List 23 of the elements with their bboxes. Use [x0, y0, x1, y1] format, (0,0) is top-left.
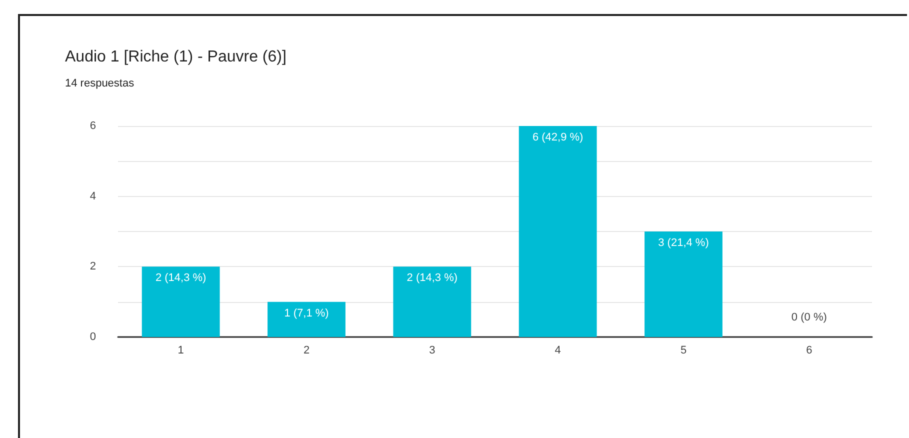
bar	[518, 126, 597, 337]
x-tick-label: 6	[806, 344, 812, 356]
x-tick-label: 5	[680, 344, 687, 356]
x-tick-label: 1	[178, 344, 184, 356]
bar	[393, 266, 472, 337]
x-tick-label: 4	[554, 344, 561, 356]
data-label: 6 (42,9 %)	[532, 132, 584, 144]
bar	[142, 266, 220, 337]
x-tick-label: 2	[303, 344, 310, 356]
y-tick-label: 6	[90, 120, 96, 132]
data-label: 0 (0 %)	[791, 312, 827, 324]
data-label: 2 (14,3 %)	[406, 272, 458, 284]
y-tick-label: 0	[90, 331, 96, 343]
bar	[268, 302, 346, 337]
y-tick-label: 4	[90, 190, 96, 202]
x-tick-label: 3	[429, 344, 436, 356]
data-label: 3 (21,4 %)	[658, 237, 709, 249]
data-label: 1 (7,1 %)	[284, 307, 329, 320]
bar	[644, 232, 722, 337]
chart-title: Audio 1 [Riche (1) - Pauvre (6)]	[65, 48, 286, 66]
y-tick-label: 2	[90, 260, 96, 273]
chart-subtitle: 14 respuestas	[65, 78, 135, 90]
data-label: 2 (14,3 %)	[155, 272, 206, 284]
